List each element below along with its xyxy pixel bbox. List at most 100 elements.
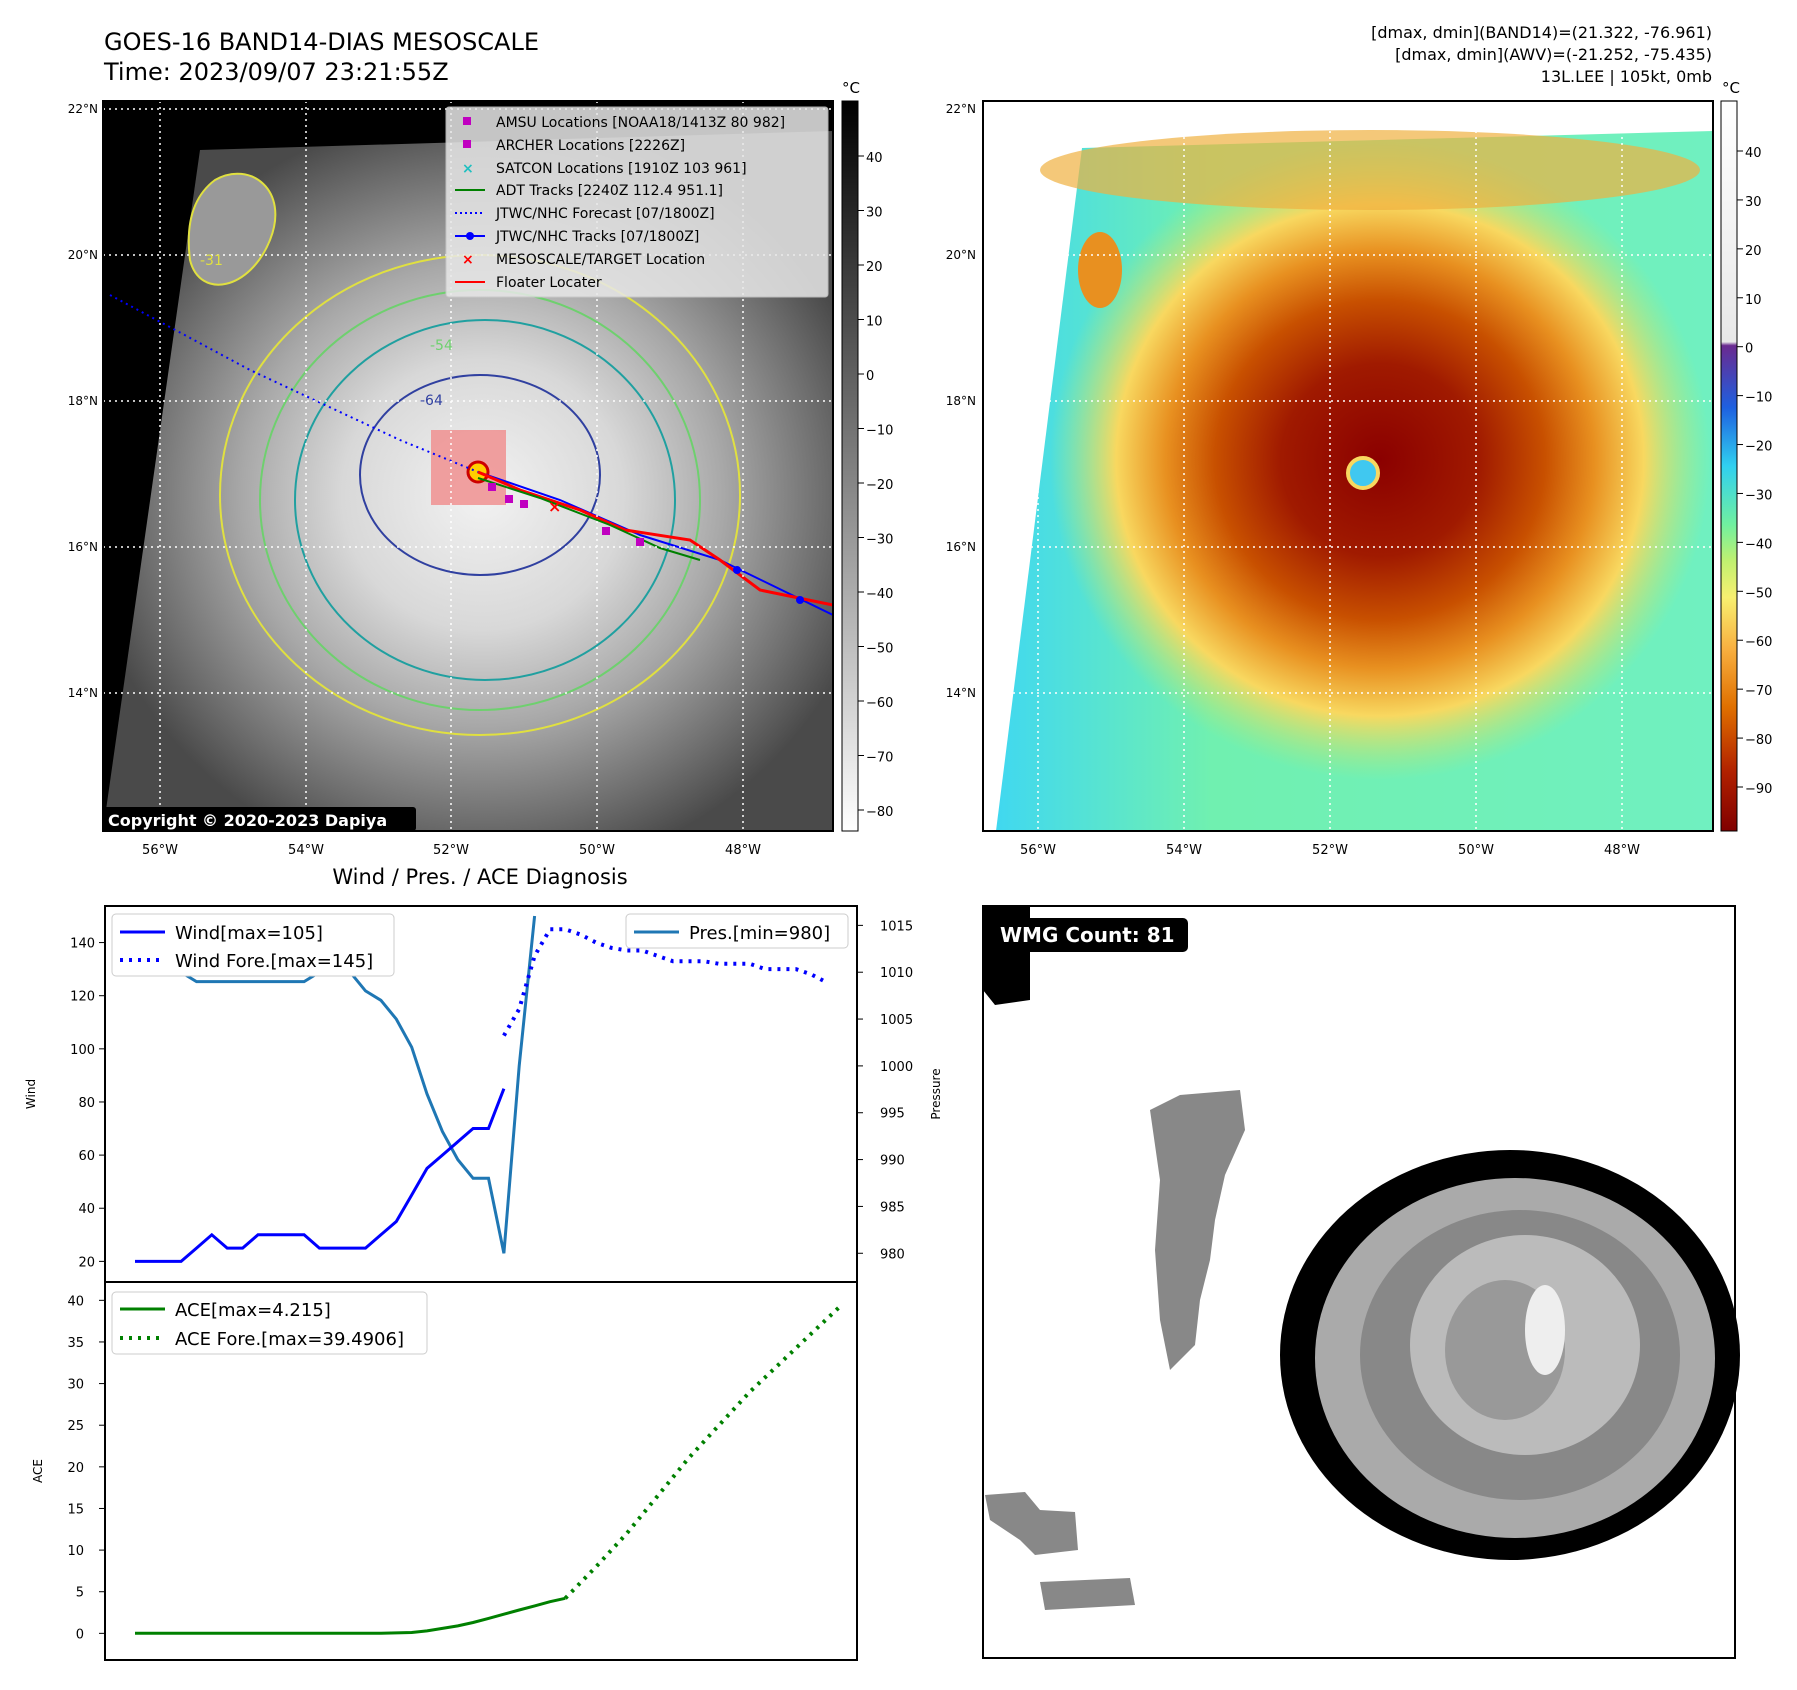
legend-ace-fore: ACE Fore.[max=39.4906] [175, 1329, 404, 1350]
lon-label: 48°W [1604, 843, 1640, 858]
wmg-cloud-cell [985, 1492, 1078, 1555]
pressure-tick-label: 980 [880, 1247, 905, 1262]
legend-satcon-swatch: × [462, 161, 474, 177]
legend-satcon: SATCON Locations [1910Z 103 961] [496, 161, 747, 177]
copyright-box [103, 807, 416, 831]
wind-tick-label: 140 [70, 937, 95, 952]
lon-label: 56°W [142, 843, 178, 858]
lat-label: 14°N [946, 686, 976, 700]
wind-tick-label: 120 [70, 990, 95, 1005]
colorbar-tick-label: −60 [1745, 635, 1772, 650]
legend-track: JTWC/NHC Tracks [07/1800Z] [495, 229, 699, 245]
ace-tick-label: 20 [67, 1461, 84, 1476]
legend-wind: Wind[max=105] [175, 923, 323, 944]
colorbar-tick-label: −10 [1745, 391, 1772, 406]
legend-target: MESOSCALE/TARGET Location [496, 252, 705, 268]
lon-label: 48°W [725, 843, 761, 858]
pressure-tick-label: 985 [880, 1200, 905, 1215]
colorbar-tick-label: −70 [1745, 684, 1772, 699]
track-point [796, 596, 804, 604]
wind-tick-label: 20 [78, 1255, 95, 1270]
wind-tick-label: 60 [78, 1149, 95, 1164]
ace-tick-label: 30 [67, 1378, 84, 1393]
color-colorbar: °C 40 30 20 10 0 −10 −20 −30 −40 −50 −60 −70 −80 −90 [1720, 79, 1772, 832]
legend-adt: ADT Tracks [2240Z 112.4 951.1] [496, 183, 723, 199]
lat-label: 20°N [68, 248, 98, 262]
colorbar-tick-label: −90 [1745, 782, 1772, 797]
contour-teal [294, 319, 676, 681]
wind-axis-label: Wind [24, 1079, 38, 1109]
wmg-frame [982, 905, 1736, 1659]
gray-map-lat-labels: 22°N 20°N 18°N 16°N 14°N [68, 102, 98, 700]
ace-tick-label: 15 [67, 1502, 84, 1517]
track-point [733, 566, 741, 574]
ace-y-axis: 0 5 10 15 20 25 30 35 40 [67, 1294, 105, 1642]
color-colorbar-unit: °C [1722, 79, 1740, 97]
lat-label: 18°N [946, 394, 976, 408]
pressure-legend: Pres.[min=980] [625, 913, 849, 949]
wmg-bright-spot [1525, 1285, 1565, 1375]
contour-label: -64 [420, 393, 443, 409]
ace-line [135, 1596, 566, 1635]
legend-forecast: JTWC/NHC Forecast [07/1800Z] [495, 206, 715, 222]
lon-label: 54°W [288, 843, 324, 858]
colorbar-tick-label: −50 [866, 642, 893, 657]
northwest-cloud-feature [1078, 232, 1122, 308]
eye [1346, 456, 1380, 490]
colorbar-tick-label: −40 [1745, 537, 1772, 552]
ace-tick-label: 35 [67, 1336, 84, 1351]
ace-tick-label: 5 [76, 1586, 84, 1601]
wmg-count-box [994, 918, 1188, 952]
colorbar-tick-label: −80 [1745, 733, 1772, 748]
pressure-y-axis: 980 985 990 995 1000 1005 1010 1015 [857, 919, 913, 1262]
colorbar-tick-label: −30 [866, 533, 893, 548]
colorbar-tick-label: 10 [866, 315, 883, 330]
lat-label: 18°N [68, 394, 98, 408]
ace-tick-label: 40 [67, 1294, 84, 1309]
floater-track-line [477, 470, 833, 607]
colorbar-tick-label: −20 [866, 478, 893, 493]
colorbar-tick-label: −40 [866, 587, 893, 602]
lon-label: 54°W [1166, 843, 1202, 858]
ace-forecast-line [563, 1303, 844, 1600]
colorbar-tick-label: −80 [866, 805, 893, 820]
stats-band14: [dmax, dmin](BAND14)=(21.322, -76.961) [1371, 23, 1712, 42]
archer-marker [602, 527, 610, 535]
lat-label: 14°N [68, 686, 98, 700]
legend-amsu-swatch [463, 117, 471, 125]
lon-label: 56°W [1020, 843, 1056, 858]
northwest-cloud-feature [187, 172, 277, 286]
gray-colorbar-unit: °C [842, 79, 860, 97]
pressure-tick-label: 1015 [880, 919, 913, 934]
color-ir-map [982, 100, 1714, 832]
colorbar-tick-label: 10 [1745, 293, 1762, 308]
stats-awv: [dmax, dmin](AWV)=(-21.252, -75.435) [1395, 45, 1712, 64]
legend-amsu: AMSU Locations [NOAA18/1413Z 80 982] [496, 115, 785, 131]
map-gridlines [983, 101, 1713, 831]
colorbar-tick-label: −70 [866, 751, 893, 766]
wind-legend: Wind[max=105] Wind Fore.[max=145] [111, 913, 395, 977]
legend-wind-fore: Wind Fore.[max=145] [175, 951, 373, 972]
archer-marker [520, 500, 528, 508]
wind-tick-label: 80 [78, 1096, 95, 1111]
wmg-cloud-cell [1040, 1578, 1135, 1610]
northern-outflow [1040, 130, 1700, 210]
colorbar-tick-label: 20 [1745, 244, 1762, 259]
grayscale-ir-map: × -31 -54 -64 AMSU Locations [NOAA18/141… [102, 100, 834, 832]
archer-marker [636, 538, 644, 546]
ace-tick-label: 0 [76, 1627, 84, 1642]
contour-label: -31 [200, 253, 223, 269]
colorbar-tick-label: −30 [1745, 488, 1772, 503]
wmg-panel: WMG Count: 81 [982, 905, 1740, 1659]
wmg-cloud-band [1150, 1090, 1245, 1370]
lat-label: 20°N [946, 248, 976, 262]
ace-tick-label: 10 [67, 1544, 84, 1559]
legend-floater: Floater Locater [496, 275, 602, 291]
storm-cloud-tops [1050, 140, 1710, 780]
contour-label: -54 [430, 338, 453, 354]
colorbar-tick-label: 0 [1745, 342, 1753, 357]
lat-label: 22°N [946, 102, 976, 116]
wind-line [135, 1088, 506, 1263]
lon-label: 50°W [1458, 843, 1494, 858]
color-map-lon-labels: 56°W 54°W 52°W 50°W 48°W [1020, 843, 1640, 858]
